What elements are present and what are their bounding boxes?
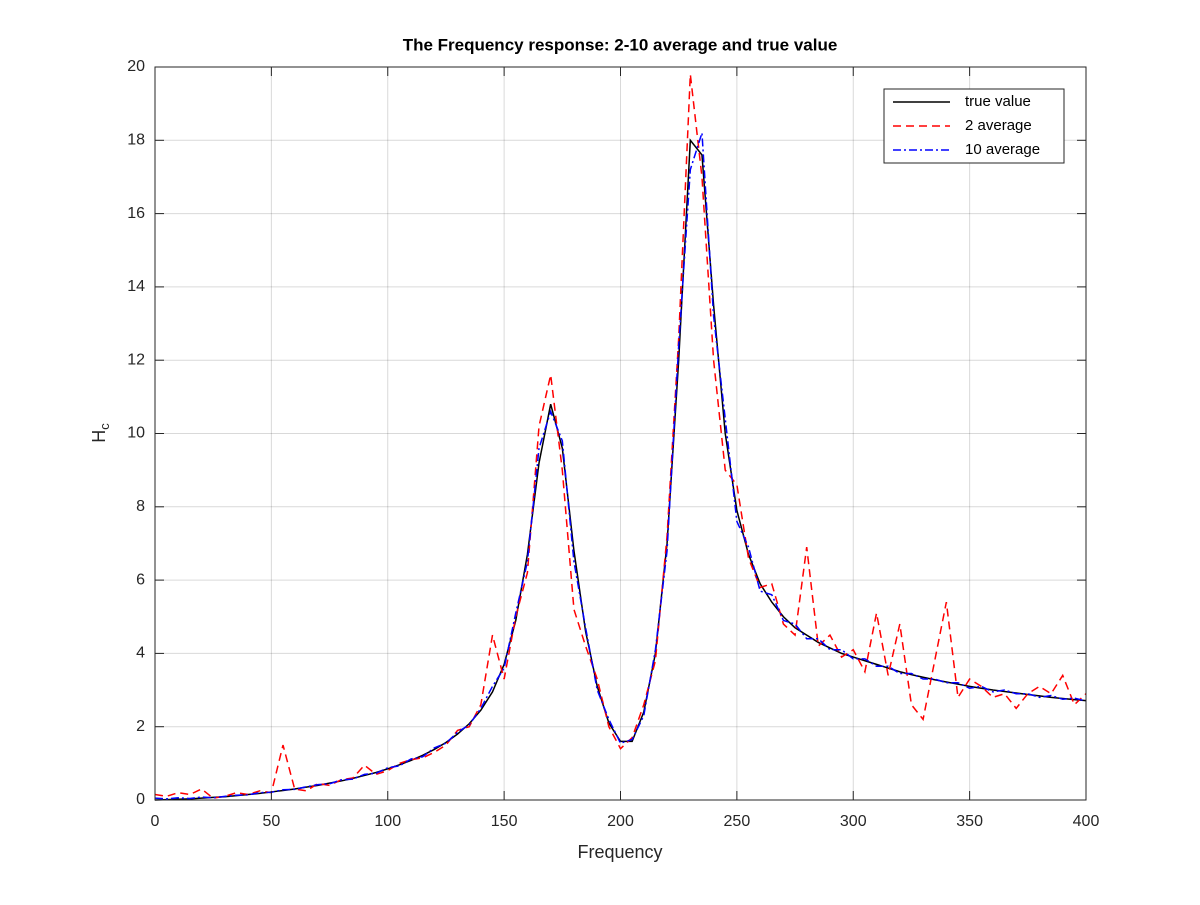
- legend: true value 2 average 10 average: [883, 88, 1065, 164]
- series-line: [154, 74, 1087, 799]
- lines: [154, 74, 1087, 801]
- x-tick-label: 400: [1073, 813, 1100, 830]
- y-tick-label: 20: [127, 58, 145, 75]
- x-tick-label: 0: [151, 813, 160, 830]
- y-tick-label: 8: [136, 498, 145, 515]
- y-axis-label-text: H: [89, 430, 109, 443]
- x-axis-label: Frequency: [577, 842, 662, 862]
- y-tick-label: 12: [127, 351, 145, 368]
- x-tick-label: 350: [956, 813, 983, 830]
- chart-title: The Frequency response: 2-10 average and…: [403, 35, 838, 54]
- ticks: 0 50 100 150 200 250 300 350 400 0 2 4 6 8 10 12 14 16 18 2…: [127, 58, 1099, 830]
- x-tick-label: 200: [607, 813, 634, 830]
- legend-label: 10 average: [965, 141, 1040, 158]
- x-tick-label: 100: [374, 813, 401, 830]
- y-tick-label: 6: [136, 571, 145, 588]
- y-tick-label: 16: [127, 205, 145, 222]
- legend-label: true value: [965, 93, 1031, 110]
- x-tick-label: 250: [724, 813, 751, 830]
- y-tick-label: 18: [127, 132, 145, 149]
- y-axis-label-subscript: c: [97, 423, 112, 430]
- legend-label: 2 average: [965, 117, 1032, 134]
- y-tick-label: 14: [127, 278, 145, 295]
- y-tick-label: 0: [136, 791, 145, 808]
- series-line: [154, 132, 1087, 800]
- y-tick-label: 4: [136, 645, 145, 662]
- y-tick-label: 10: [127, 425, 145, 442]
- x-tick-label: 300: [840, 813, 867, 830]
- y-tick-label: 2: [136, 718, 145, 735]
- x-tick-label: 150: [491, 813, 518, 830]
- x-tick-label: 50: [262, 813, 280, 830]
- y-axis-label: Hc: [89, 423, 113, 443]
